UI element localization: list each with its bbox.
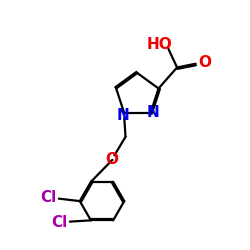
Text: N: N (147, 104, 160, 120)
Text: O: O (198, 55, 211, 70)
Text: O: O (106, 152, 118, 167)
Text: Cl: Cl (40, 190, 56, 205)
Text: Cl: Cl (52, 215, 68, 230)
Text: N: N (117, 108, 130, 123)
Text: HO: HO (147, 37, 173, 52)
